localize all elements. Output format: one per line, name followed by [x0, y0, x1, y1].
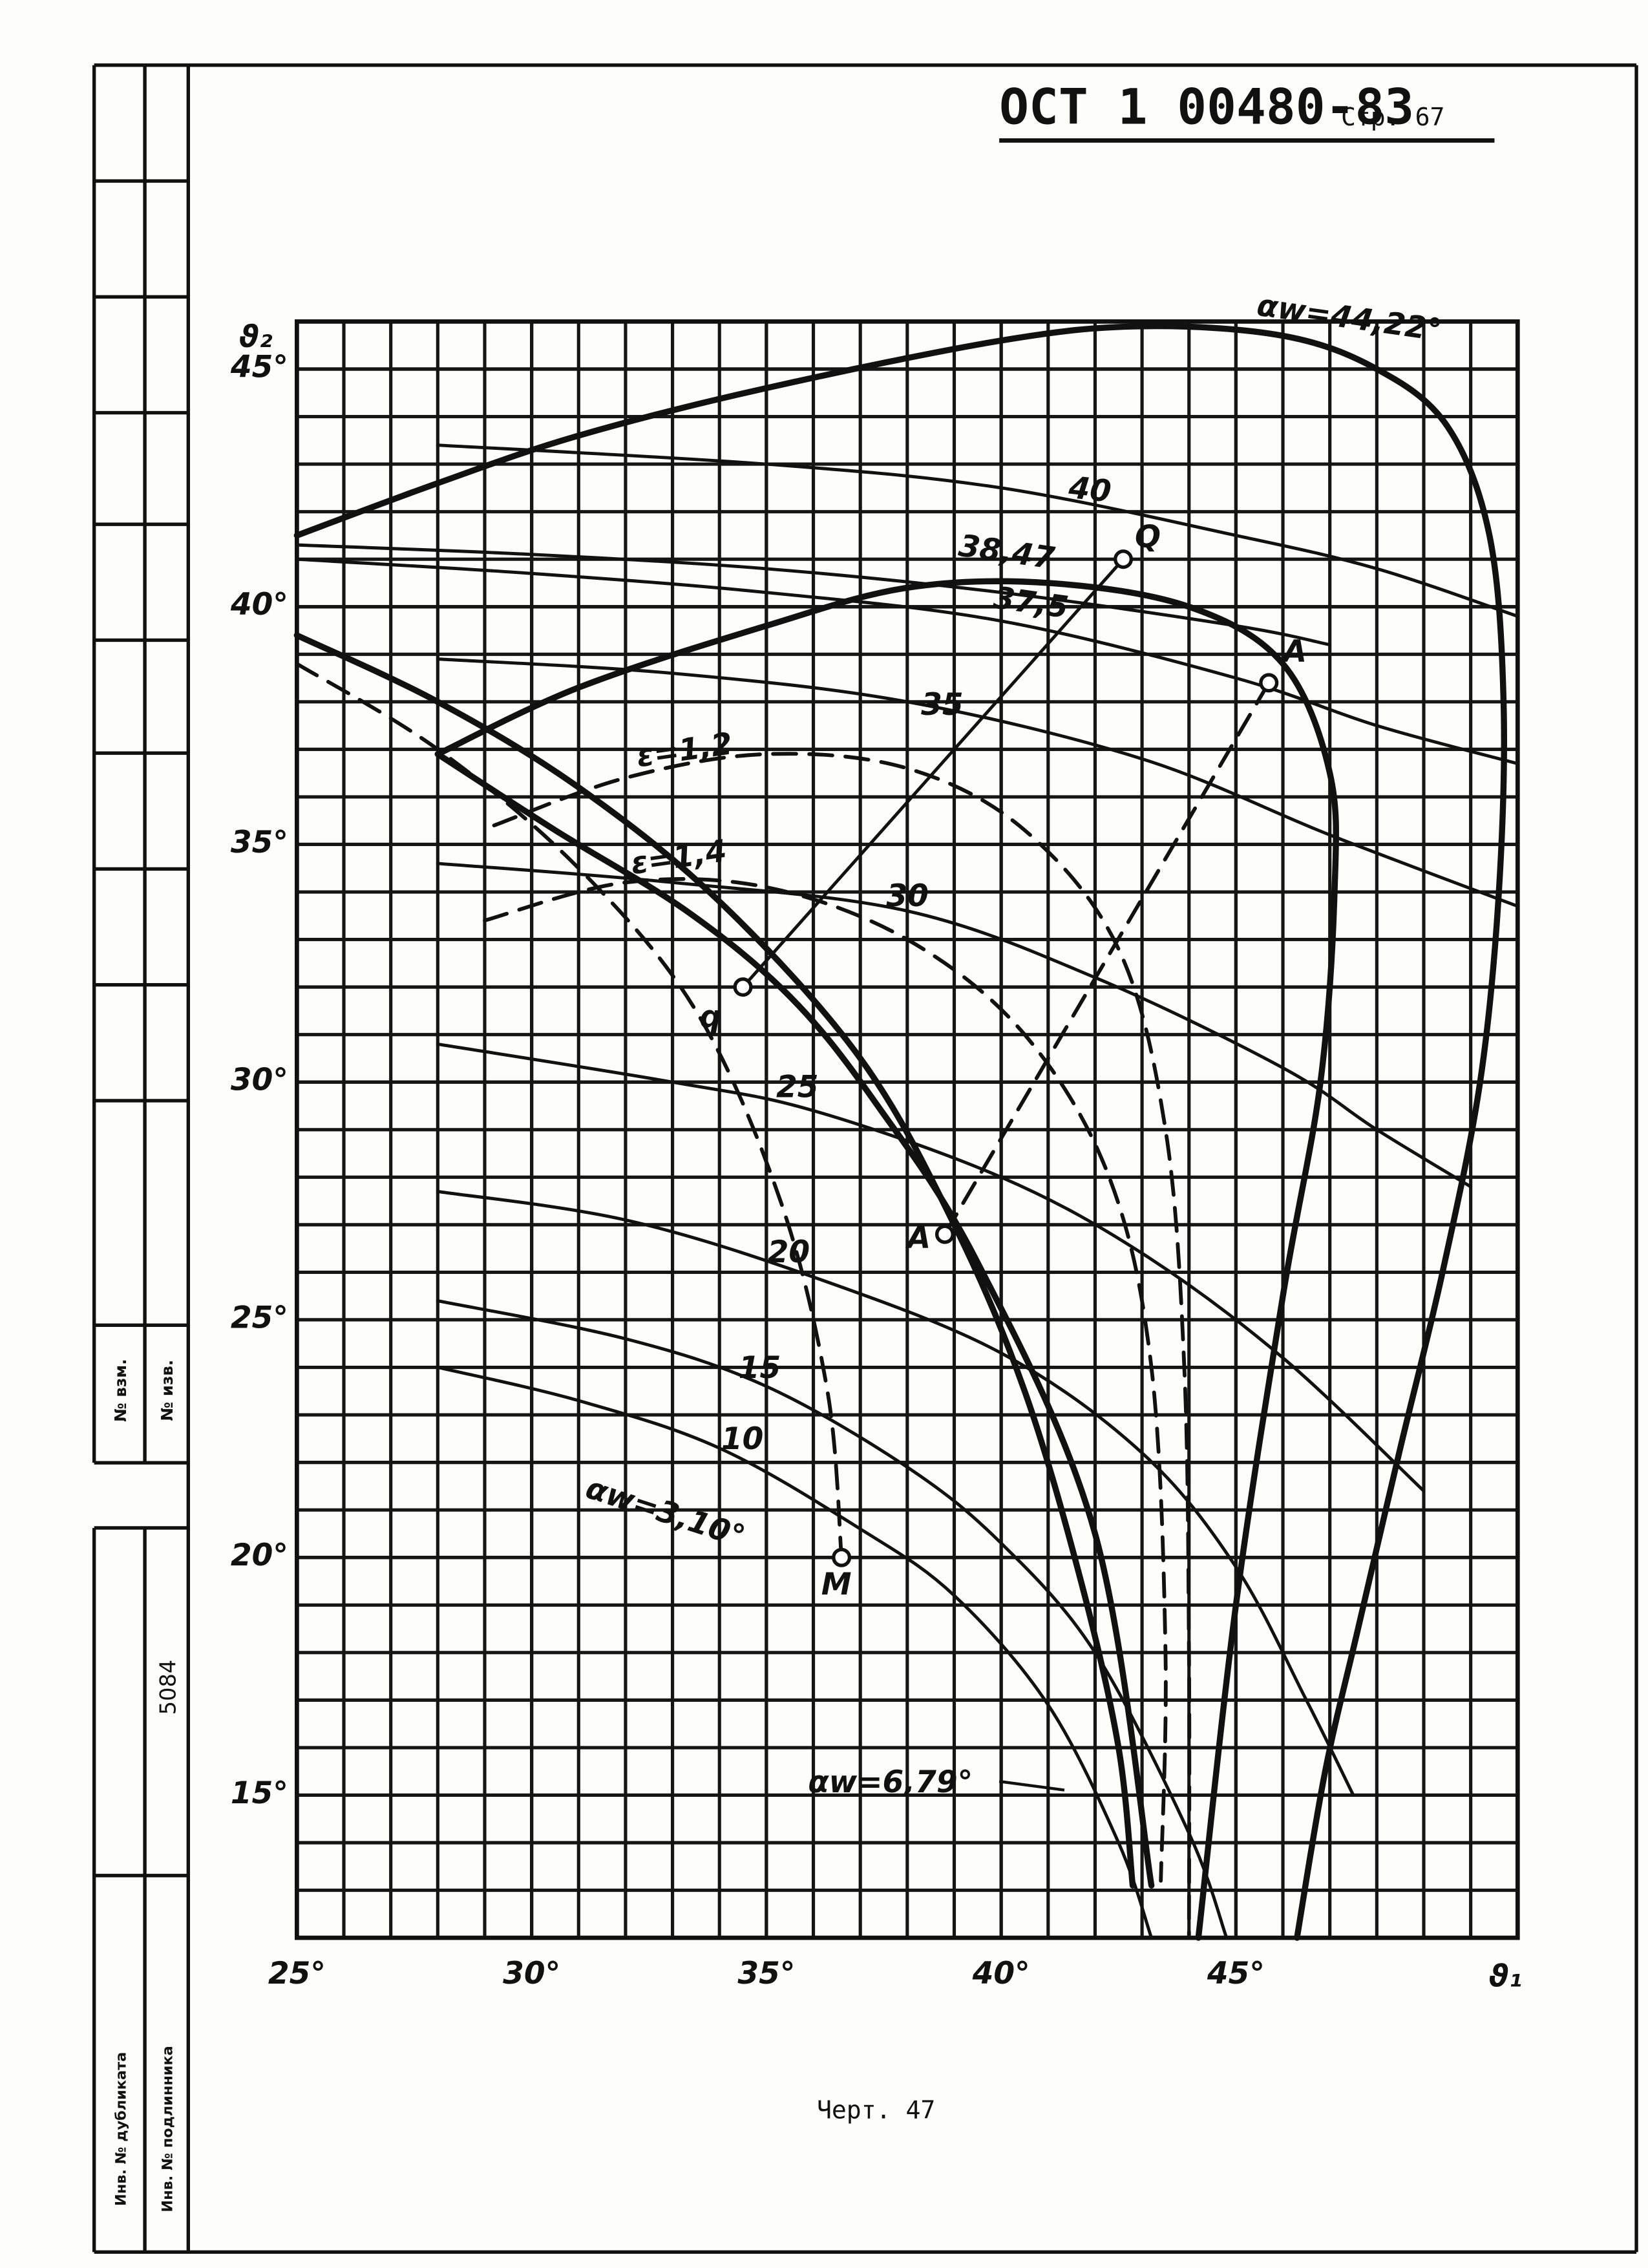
stamp-label: Инв. № подлинника [159, 2046, 176, 2212]
curve-label: 37,5 [991, 580, 1071, 626]
curve-label: 30 [886, 878, 928, 914]
document-number: ОСТ 1 00480-83 [999, 78, 1414, 135]
curve [434, 751, 1155, 1889]
curve [436, 1366, 1154, 1940]
curve-label: 10 [721, 1421, 763, 1457]
x-tick-label: 40° [972, 1956, 1030, 1991]
y-tick-label: 35° [231, 825, 288, 860]
y-tick-label: 45° [230, 349, 288, 385]
leader-line [998, 1779, 1065, 1792]
curve [436, 862, 1473, 1189]
curve [434, 578, 1340, 1941]
y-tick-label: 20° [231, 1538, 288, 1573]
frame [92, 63, 1638, 2254]
figure-caption: Черт. 47 [817, 2095, 935, 2124]
point-label: A [905, 1220, 931, 1256]
point-label: A [1281, 634, 1307, 670]
curve [943, 681, 1271, 1236]
y-tick-label: 25° [231, 1300, 288, 1335]
y-tick-label: 15° [231, 1775, 288, 1811]
plot: 25° 30° 35° 40° 45° 15° 20° 25° 30° 35° 40° 45° ϑ₁ ϑ₂… [230, 288, 1522, 1995]
point-label: q [699, 999, 721, 1035]
stamp-label: № взм. [111, 1359, 130, 1422]
x-tick-label: 45° [1207, 1956, 1265, 1991]
curve-label: 35 [921, 687, 963, 723]
plot-border [295, 319, 1520, 1940]
stamp-label: Инв. № дубликата [113, 2052, 130, 2206]
x-tick-label: 35° [737, 1956, 795, 1991]
curve-label: αw=6,79° [808, 1765, 973, 1800]
curve-label: 20 [768, 1235, 810, 1270]
y-tick-label: 40° [230, 587, 288, 622]
page-number: Стр. 67 [1341, 103, 1444, 131]
point [1259, 673, 1279, 693]
point [935, 1224, 955, 1244]
x-axis-label: ϑ₁ [1489, 1958, 1523, 1994]
curve [293, 632, 1136, 1889]
curve [436, 1299, 1229, 1940]
curve [436, 657, 1519, 908]
x-tick-label: 25° [268, 1956, 326, 1991]
point [733, 977, 753, 997]
point [832, 1547, 852, 1567]
curve-label: αw=3,10° [582, 1470, 749, 1554]
curve-label: 25 [776, 1070, 818, 1105]
curve-label: 40 [1066, 470, 1113, 510]
curve [295, 543, 1332, 647]
curve [436, 1042, 1426, 1493]
curve [492, 752, 1192, 1940]
curve [436, 1189, 1355, 1797]
y-axis-label: ϑ₂ [239, 319, 273, 355]
y-tick-label: 30° [231, 1063, 288, 1098]
curve [295, 662, 844, 1560]
curve-label: 38,47 [956, 528, 1057, 577]
x-tick-label: 30° [503, 1956, 560, 1991]
curve [741, 557, 1125, 989]
curve-label: ε=1,4 [629, 833, 729, 882]
stamp-value: 5084 [156, 1660, 181, 1715]
curve [295, 557, 1519, 765]
stamp-label: № изв. [158, 1360, 176, 1421]
curve [436, 443, 1519, 618]
point [1114, 549, 1134, 569]
curve-label: 15 [739, 1350, 781, 1386]
curve [293, 323, 1507, 1941]
point-label: Q [1135, 519, 1161, 555]
point-label: M [821, 1567, 852, 1602]
